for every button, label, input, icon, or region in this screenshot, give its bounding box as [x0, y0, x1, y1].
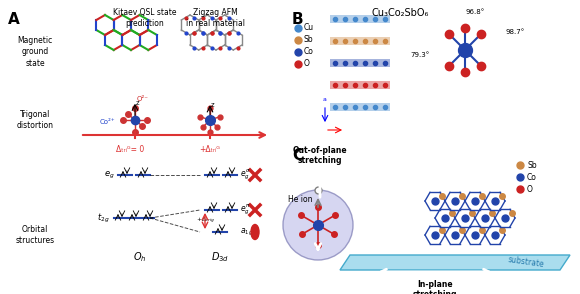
- Bar: [330, 15, 390, 23]
- Text: Magnetic
ground
state: Magnetic ground state: [17, 36, 53, 68]
- Text: B: B: [292, 12, 303, 27]
- Text: Kitaev QSL state
prediction: Kitaev QSL state prediction: [113, 8, 177, 28]
- Text: C: C: [292, 148, 303, 163]
- Text: $D_{3d}$: $D_{3d}$: [211, 250, 229, 264]
- Text: z: z: [211, 102, 215, 108]
- Text: z: z: [136, 100, 140, 106]
- Text: Trigonal
distortion: Trigonal distortion: [16, 110, 53, 130]
- Text: a: a: [323, 97, 327, 102]
- Text: Zigzag AFM
in real material: Zigzag AFM in real material: [186, 8, 245, 28]
- Text: +Δₜᵣᵢᴳ: +Δₜᵣᵢᴳ: [200, 145, 220, 154]
- Text: O²⁻: O²⁻: [137, 96, 149, 102]
- Text: $t_{2g}$: $t_{2g}$: [97, 211, 110, 225]
- Bar: [330, 59, 390, 67]
- Circle shape: [283, 190, 353, 260]
- Polygon shape: [340, 255, 570, 270]
- Text: Orbital
structures: Orbital structures: [16, 225, 55, 245]
- Text: Out-of-plane
stretching: Out-of-plane stretching: [293, 146, 347, 165]
- Text: 98.7°: 98.7°: [505, 29, 524, 35]
- Text: Sb: Sb: [527, 161, 536, 170]
- Text: substrate: substrate: [508, 255, 545, 269]
- Text: Cu: Cu: [304, 24, 314, 33]
- Text: $e_g$: $e_g$: [104, 169, 115, 181]
- Text: He ion: He ion: [288, 195, 312, 204]
- Text: O: O: [304, 59, 310, 69]
- Bar: [330, 103, 390, 111]
- Text: 96.8°: 96.8°: [465, 9, 485, 15]
- Text: Cu₃Co₂SbO₆: Cu₃Co₂SbO₆: [371, 8, 429, 18]
- Text: 79.3°: 79.3°: [411, 52, 430, 58]
- Text: O: O: [527, 185, 533, 193]
- Text: $e_g^\pi$: $e_g^\pi$: [240, 203, 251, 217]
- Text: In-plane
stretching: In-plane stretching: [413, 280, 457, 294]
- Text: +$\Delta_{trig}$: +$\Delta_{trig}$: [196, 216, 215, 226]
- Text: $e_g^\sigma$: $e_g^\sigma$: [240, 168, 251, 182]
- Text: Co: Co: [527, 173, 537, 181]
- Text: $O_h$: $O_h$: [133, 250, 147, 264]
- Text: Δₜᵣᵢᴳ= 0: Δₜᵣᵢᴳ= 0: [116, 145, 144, 154]
- Text: $a_{1g}$: $a_{1g}$: [240, 226, 253, 238]
- Bar: [330, 37, 390, 45]
- Text: Co²⁺: Co²⁺: [99, 119, 115, 125]
- Text: Co: Co: [304, 48, 314, 56]
- Ellipse shape: [252, 227, 258, 237]
- Bar: [330, 81, 390, 89]
- Text: Sb: Sb: [304, 36, 314, 44]
- Ellipse shape: [251, 225, 259, 240]
- Text: A: A: [8, 12, 20, 27]
